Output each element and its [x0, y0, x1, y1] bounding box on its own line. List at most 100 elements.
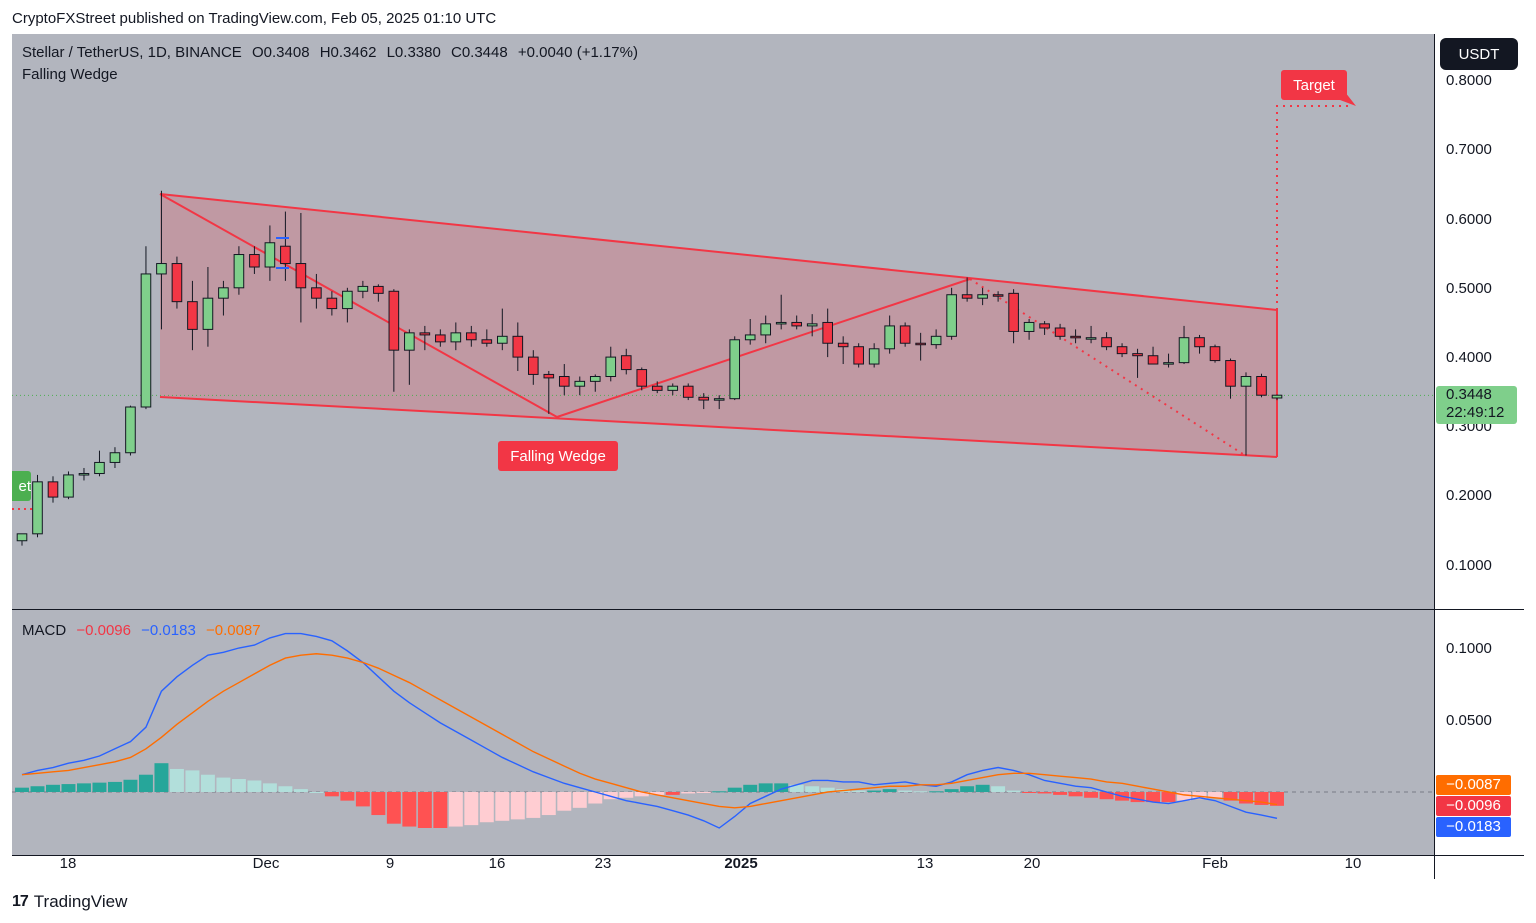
macd-histogram-bar	[1177, 792, 1192, 801]
candle-body	[884, 325, 895, 350]
candle-body	[605, 356, 617, 378]
candle-body	[822, 321, 833, 344]
candle-body	[1147, 355, 1159, 365]
price-change: +0.0040 (+1.17%)	[517, 44, 638, 61]
macd-histogram-bar	[1084, 792, 1099, 798]
candle-body	[806, 323, 818, 327]
candle-body	[682, 385, 694, 398]
macd-histogram-bar	[154, 763, 169, 792]
candle-body	[977, 294, 988, 299]
candle-body	[1023, 321, 1035, 332]
macd-histogram-bar	[851, 790, 866, 792]
macd-histogram-bar	[1146, 792, 1161, 803]
macd-histogram-bar	[216, 777, 231, 792]
pattern-title[interactable]: Falling Wedge	[22, 66, 118, 83]
candle-body	[558, 376, 570, 387]
target-dotted-line	[1276, 105, 1352, 310]
macd-histogram-bar	[495, 792, 510, 821]
macd-histogram-bar	[1270, 792, 1284, 806]
macd-legend[interactable]: MACD −0.0096 −0.0183 −0.0087	[22, 622, 267, 639]
bar-countdown: 22:49:12	[1446, 404, 1505, 421]
candle-body	[636, 369, 648, 387]
macd-histogram-bar	[944, 789, 959, 792]
macd-histogram-bar	[92, 782, 107, 792]
candle-body	[512, 335, 524, 358]
chart-frame[interactable]	[12, 34, 1524, 879]
candle-body	[1008, 292, 1019, 332]
macd-histogram-bar	[371, 792, 386, 816]
candle-body	[729, 339, 741, 400]
macd-histogram-bar	[929, 791, 944, 793]
chart-svg[interactable]	[12, 34, 1524, 879]
macd-histogram-bar	[30, 786, 45, 792]
macd-histogram-bar	[913, 791, 928, 793]
footer-brand: TradingView	[33, 892, 128, 911]
symbol-name[interactable]: Stellar / TetherUS, 1D, BINANCE	[22, 44, 242, 61]
candle-body	[775, 321, 787, 325]
macd-histogram-bar	[712, 791, 727, 793]
macd-histogram-bar	[355, 792, 370, 807]
candle-body	[651, 385, 663, 391]
footer[interactable]: 17 TradingView	[12, 892, 127, 912]
candle-body	[589, 376, 601, 382]
candle-body	[47, 481, 59, 498]
publisher-line: CryptoFXStreet published on TradingView.…	[12, 10, 497, 27]
macd-histogram-bar	[1022, 792, 1037, 793]
cut-off-label[interactable]: et	[12, 471, 31, 501]
ohlc-high: H0.3462	[319, 44, 377, 61]
tradingview-logo-icon: 17	[12, 893, 29, 910]
macd-signal-badge: −0.0087	[1436, 775, 1511, 795]
candle-body	[109, 452, 121, 463]
macd-axis-label-2: 0.0500	[1446, 712, 1492, 729]
candle-body	[1101, 337, 1112, 348]
candle-body	[713, 398, 725, 401]
macd-histogram-bar	[665, 792, 680, 795]
macd-histogram-bar	[138, 774, 153, 792]
macd-histogram-bar	[758, 783, 773, 792]
currency-button[interactable]: USDT	[1440, 38, 1518, 70]
macd-line-badge: −0.0183	[1436, 817, 1511, 837]
candle-body	[466, 332, 477, 341]
candle-body	[404, 332, 415, 351]
target-label[interactable]: Target	[1281, 70, 1347, 100]
time-axis-label: Feb	[1202, 855, 1228, 872]
macd-histogram-bar	[324, 792, 339, 797]
macd-histogram-bar	[696, 792, 711, 793]
candle-body	[930, 335, 942, 346]
macd-histogram-bar	[464, 792, 479, 826]
time-axis-label: 13	[916, 855, 934, 872]
last-price-badge: 0.3448 22:49:12	[1436, 386, 1517, 424]
candle-body	[744, 334, 756, 341]
candle-body	[249, 254, 260, 268]
macd-histogram-bar	[1223, 792, 1238, 801]
candle-body	[357, 285, 369, 292]
time-axis-label: 18	[59, 855, 77, 872]
macd-histogram-bar	[185, 770, 200, 792]
macd-histogram-bar	[898, 790, 913, 792]
candle-body	[899, 325, 911, 344]
candle-body	[280, 245, 291, 265]
ohlc-open: O0.3408	[251, 44, 310, 61]
falling-wedge-label[interactable]: Falling Wedge	[498, 441, 618, 471]
candle-body	[32, 481, 43, 535]
macd-histogram-bar	[448, 792, 463, 827]
macd-line-value: −0.0183	[141, 622, 196, 639]
macd-line	[21, 632, 1278, 829]
macd-histogram-bar	[1208, 792, 1222, 798]
macd-histogram-bar	[960, 786, 975, 792]
macd-histogram-bar	[634, 792, 649, 797]
candle-body	[1225, 360, 1236, 387]
candle-body	[497, 335, 508, 344]
macd-histogram-bar	[123, 779, 138, 792]
wedge-dotted-line	[969, 278, 1247, 457]
candle-body	[698, 396, 710, 401]
candle-body	[125, 406, 136, 454]
candle-body	[527, 356, 539, 375]
candle-body	[915, 342, 926, 346]
candle-body	[1054, 327, 1066, 337]
candle-body	[992, 294, 1004, 297]
ohlc-low: L0.3380	[386, 44, 441, 61]
macd-histogram-bar	[681, 792, 696, 794]
macd-histogram-bar	[46, 784, 60, 792]
price-axis-label: 0.7000	[1446, 141, 1492, 158]
